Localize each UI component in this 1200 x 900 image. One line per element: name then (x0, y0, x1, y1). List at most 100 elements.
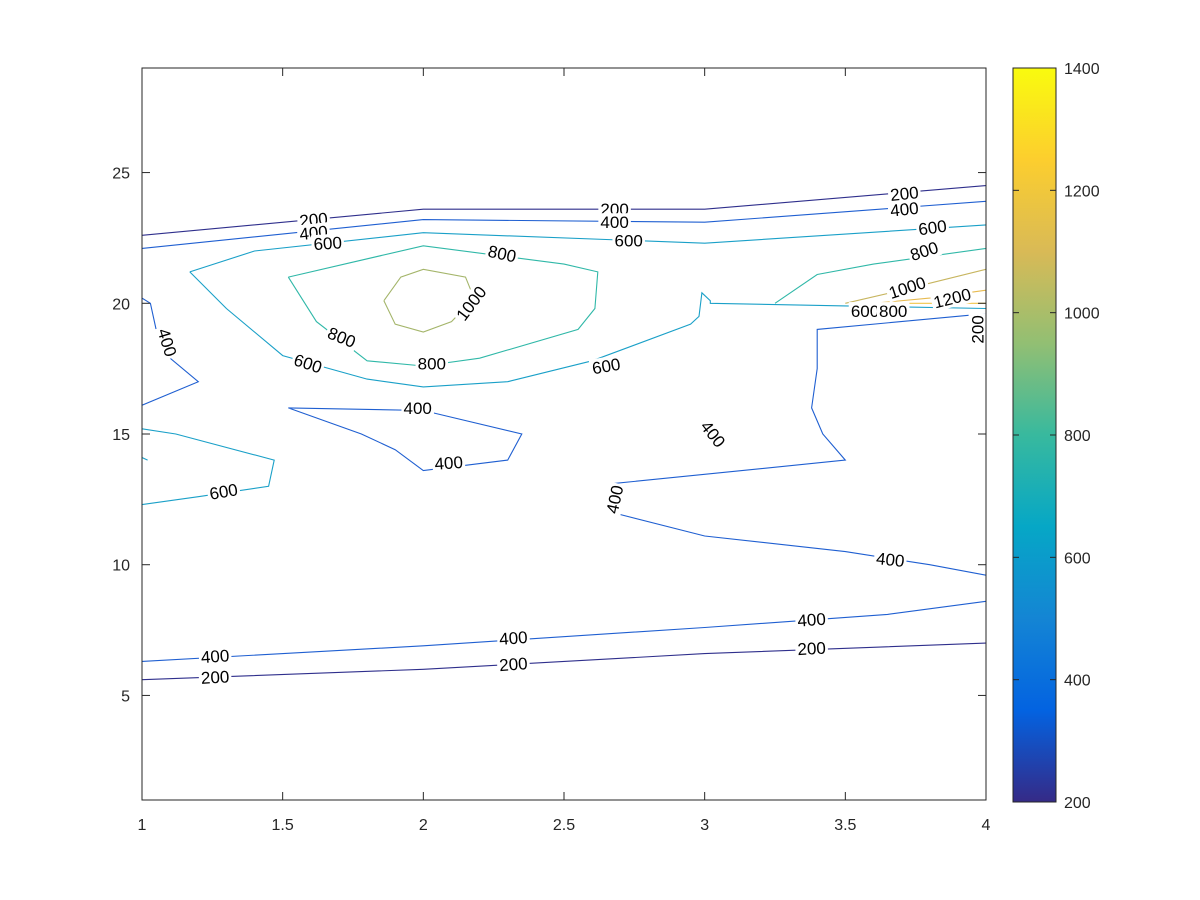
contour-label-bg (884, 272, 930, 303)
contour-label-group: 600 (206, 479, 242, 504)
contour-label-bg (206, 479, 242, 504)
contour-label: 800 (418, 354, 446, 373)
contour-label-group: 400 (198, 646, 232, 667)
contour-label-group: 400 (598, 213, 631, 232)
contour-label-bg (289, 349, 327, 377)
contour-label-group: 600 (848, 302, 882, 321)
y-tick-label: 15 (112, 427, 130, 444)
contour-label-bg (401, 398, 434, 417)
contour-label: 200 (969, 315, 988, 343)
contour-label-bg (876, 302, 910, 321)
colorbar (1012, 67, 1057, 803)
contour-label: 200 (499, 654, 529, 675)
x-tick-label: 1 (138, 817, 147, 834)
x-tick-label: 3.5 (834, 817, 856, 834)
contour-line-400 (142, 600, 986, 662)
contour-label: 200 (797, 639, 826, 659)
contour-label-bg (451, 281, 492, 326)
contour-label: 200 (200, 667, 229, 687)
contour-line-400 (611, 511, 986, 576)
contour-label-bg (612, 231, 645, 250)
contour-label-bg (198, 667, 232, 687)
colorbar-tick-label: 1200 (1064, 183, 1100, 200)
contour-label: 400 (797, 610, 827, 631)
contour-line-400 (142, 200, 986, 249)
contour-label-group: 400 (602, 481, 627, 518)
contour-label-bg (887, 198, 922, 220)
contour-label-bg (431, 452, 466, 473)
contour-label-bg (602, 481, 627, 518)
contour-label-bg (968, 313, 987, 346)
contour-label: 400 (875, 549, 905, 571)
contour-label-group: 400 (873, 548, 908, 571)
plot-background (142, 68, 986, 800)
contour-label-group: 400 (401, 398, 434, 418)
contour-label-bg (153, 324, 181, 361)
contour-label: 600 (313, 233, 343, 254)
y-axis-ticks: 5 10 15 20 25 (112, 166, 986, 705)
contour-label-bg (873, 548, 908, 571)
y-tick-label: 10 (112, 558, 130, 575)
contour-label-bg (598, 213, 631, 232)
x-tick-label: 3 (700, 817, 709, 834)
contour-label: 600 (851, 302, 879, 321)
contour-label-bg (794, 638, 829, 659)
contour-label-group: 400 (887, 198, 922, 221)
contour-line-600 (189, 224, 986, 273)
x-tick-label: 4 (982, 817, 991, 834)
y-tick-label: 25 (112, 166, 130, 183)
contour-label-bg (905, 237, 943, 265)
contour-label-bg (588, 354, 624, 378)
contour-label-bg (496, 627, 531, 649)
contour-line-600 (142, 457, 148, 461)
contour-label-bg (198, 646, 232, 667)
contour-label-bg (848, 302, 882, 321)
contour-line-200 (142, 185, 986, 236)
colorbar-tick-label: 600 (1064, 550, 1091, 567)
contour-label-bg (496, 653, 531, 675)
contour-line-400 (611, 313, 986, 485)
colorbar-tick-label: 200 (1064, 795, 1091, 812)
colorbar-tick-label: 1000 (1064, 306, 1100, 323)
x-tick-label: 1.5 (272, 817, 294, 834)
contour-label-group: 200 (496, 653, 531, 675)
contour-label: 400 (889, 199, 919, 221)
contour-label-group: 400 (794, 609, 829, 631)
contour-label: 400 (499, 628, 529, 649)
contour-label-bg (323, 322, 361, 352)
contour-label: 400 (434, 453, 464, 474)
colorbar-tick-label: 400 (1064, 673, 1091, 690)
contour-label-bg (887, 182, 922, 205)
contour-label: 600 (591, 355, 622, 379)
contour-label-group: 200 (198, 667, 232, 688)
contour-line-200 (142, 642, 986, 681)
contour-label: 400 (200, 646, 230, 667)
contour-label-group: 1000 (884, 272, 930, 303)
contour-label-group: 400 (431, 452, 466, 474)
contour-label-group: 200 (794, 638, 829, 659)
contour-label-group: 800 (484, 241, 520, 266)
contour-label-group: 400 (496, 627, 531, 649)
contour-label: 400 (404, 399, 432, 418)
x-axis-ticks: 1 1.5 2 2.5 3 3.5 4 (138, 68, 991, 834)
contour-label-bg (915, 216, 950, 239)
contour-line-600 (142, 428, 275, 506)
contour-label-bg (310, 233, 345, 254)
contour-label-bg (484, 241, 520, 266)
colorbar-ticks: 200 400 600 800 1000 1200 1400 (1013, 61, 1100, 812)
contour-label: 400 (600, 213, 628, 232)
contour-label: 600 (208, 480, 239, 504)
contour-label-group: 600 (915, 216, 950, 239)
colorbar-tick-label: 1400 (1064, 61, 1100, 78)
contour-label-bg (929, 284, 975, 312)
contour-label-bg (415, 354, 449, 373)
contour-label-bg (696, 415, 731, 453)
contour-label: 600 (615, 232, 643, 251)
x-tick-label: 2 (419, 817, 428, 834)
contour-label-bg (794, 609, 829, 630)
contour-label-group: 600 (588, 354, 624, 379)
contour-label: 800 (879, 302, 907, 321)
contour-label-group: 200 (968, 313, 988, 346)
